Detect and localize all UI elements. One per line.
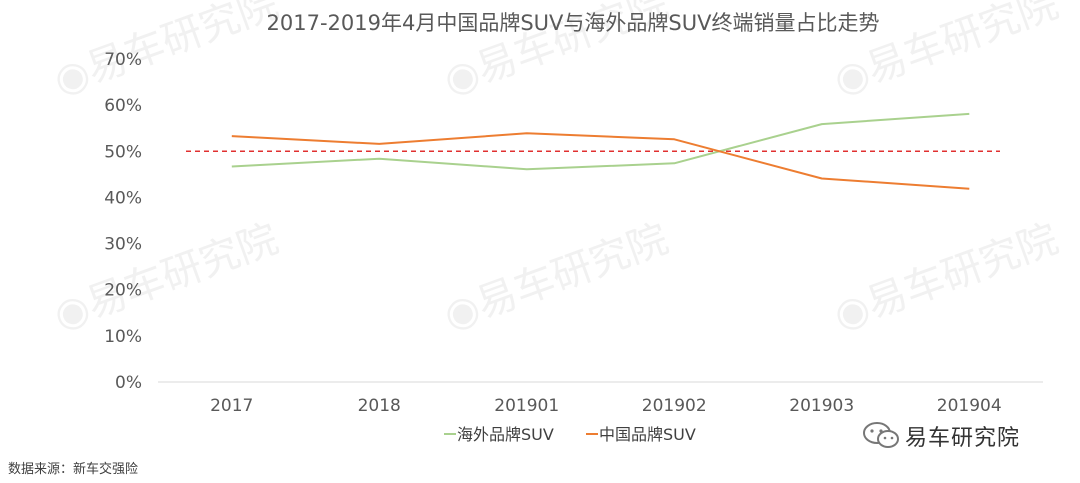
wechat-icon bbox=[863, 422, 899, 448]
x-tick-label: 201904 bbox=[937, 396, 1002, 416]
watermark-text: ◉易车研究院 bbox=[48, 216, 284, 340]
watermark-text: ◉易车研究院 bbox=[48, 0, 284, 104]
y-tick-label: 70% bbox=[104, 50, 142, 70]
y-tick-label: 60% bbox=[104, 96, 142, 116]
y-tick-label: 0% bbox=[115, 373, 142, 393]
y-tick-label: 50% bbox=[104, 142, 142, 162]
watermark-text: ◉易车研究院 bbox=[438, 216, 674, 340]
legend-label: 海外品牌SUV bbox=[457, 425, 554, 444]
y-tick-label: 30% bbox=[104, 235, 142, 255]
x-tick-label: 201903 bbox=[789, 396, 854, 416]
series-line bbox=[231, 112, 970, 171]
watermark-layer: ◉易车研究院 ◉易车研究院 ◉易车研究院◉易车研究院 ◉易车研究院 ◉易车研究院 bbox=[48, 0, 1064, 339]
chart-title: 2017-2019年4月中国品牌SUV与海外品牌SUV终端销量占比走势 bbox=[267, 11, 880, 35]
y-tick-label: 40% bbox=[104, 188, 142, 208]
data-source-note: 数据来源：新车交强险 bbox=[8, 462, 139, 477]
brand-label: 易车研究院 bbox=[905, 426, 1021, 451]
watermark-text: ◉易车研究院 bbox=[828, 216, 1064, 340]
x-tick-label: 2018 bbox=[358, 396, 401, 416]
legend: 海外品牌SUV 中国品牌SUV bbox=[444, 425, 696, 444]
series-line bbox=[231, 132, 970, 190]
y-axis: 0% 10% 20% 30% 40% 50% 60% 70% bbox=[104, 50, 142, 393]
x-tick-label: 2017 bbox=[210, 396, 253, 416]
legend-label: 中国品牌SUV bbox=[599, 425, 696, 444]
x-tick-label: 201901 bbox=[494, 396, 559, 416]
y-tick-label: 10% bbox=[104, 327, 142, 347]
x-axis: 2017 2018 201901 201902 201903 201904 bbox=[210, 396, 1002, 416]
y-tick-label: 20% bbox=[104, 281, 142, 301]
series-layer bbox=[231, 112, 970, 190]
x-tick-label: 201902 bbox=[642, 396, 707, 416]
